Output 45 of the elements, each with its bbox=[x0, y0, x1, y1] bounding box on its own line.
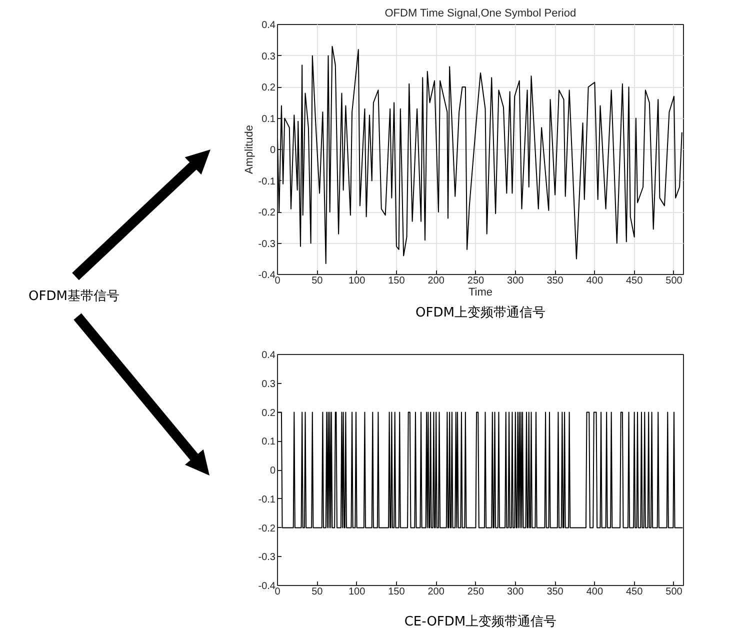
text: CE-OFDM上变频带通信号 bbox=[404, 614, 557, 630]
x-tick-label: 350 bbox=[546, 276, 564, 286]
x-tick-label: 400 bbox=[586, 586, 604, 598]
x-tick-label: 250 bbox=[467, 276, 485, 286]
y-tick-label: -0.4 bbox=[258, 270, 276, 281]
x-tick-label: 450 bbox=[626, 586, 644, 598]
y-tick-label: 0.1 bbox=[262, 114, 276, 125]
y-tick-label: -0.2 bbox=[258, 523, 276, 534]
x-tick-label: 50 bbox=[312, 276, 324, 286]
y-tick-label: -0.1 bbox=[258, 176, 276, 188]
y-tick-label: 0.4 bbox=[262, 350, 276, 361]
x-tick-label: 200 bbox=[428, 276, 445, 286]
y-tick-label: -0.3 bbox=[258, 552, 276, 564]
y-tick-label: -0.1 bbox=[258, 494, 276, 506]
x-tick-label: 50 bbox=[312, 586, 324, 598]
y-tick-label: 0.2 bbox=[262, 408, 276, 419]
x-tick-label: 500 bbox=[666, 276, 683, 286]
x-tick-label: 300 bbox=[507, 586, 524, 598]
y-tick-label: -0.2 bbox=[258, 208, 276, 218]
x-tick-label: 200 bbox=[428, 586, 445, 598]
y-tick-label: 0.2 bbox=[262, 82, 276, 94]
x-axis-title: Time bbox=[468, 286, 493, 298]
y-tick-label: 0.3 bbox=[262, 378, 276, 390]
x-tick-label: 150 bbox=[388, 276, 406, 286]
x-tick-label: 400 bbox=[586, 276, 604, 286]
x-tick-label: 100 bbox=[348, 586, 366, 598]
y-tick-label: 0 bbox=[270, 145, 276, 156]
x-tick-label: 250 bbox=[467, 586, 485, 598]
y-tick-label: -0.4 bbox=[258, 581, 276, 592]
x-tick-label: 350 bbox=[546, 586, 564, 598]
text: OFDM上变频带通信号 bbox=[416, 306, 546, 320]
chart-title: OFDM Time Signal,One Symbol Period bbox=[384, 8, 576, 20]
x-tick-label: 150 bbox=[388, 586, 406, 598]
y-tick-label: 0.1 bbox=[262, 436, 276, 448]
y-tick-label: -0.3 bbox=[258, 238, 276, 250]
line-series bbox=[278, 46, 682, 264]
y-axis-title: Amplitude bbox=[243, 125, 256, 174]
y-tick-label: 0.4 bbox=[262, 20, 276, 31]
x-tick-label: 300 bbox=[507, 276, 524, 286]
x-tick-label: 500 bbox=[666, 586, 683, 598]
y-tick-label: 0 bbox=[270, 466, 276, 476]
x-tick-label: 100 bbox=[348, 276, 366, 286]
x-tick-label: 450 bbox=[626, 276, 644, 286]
text: OFDM基带信号 bbox=[28, 289, 120, 304]
y-tick-label: 0.3 bbox=[262, 51, 276, 62]
